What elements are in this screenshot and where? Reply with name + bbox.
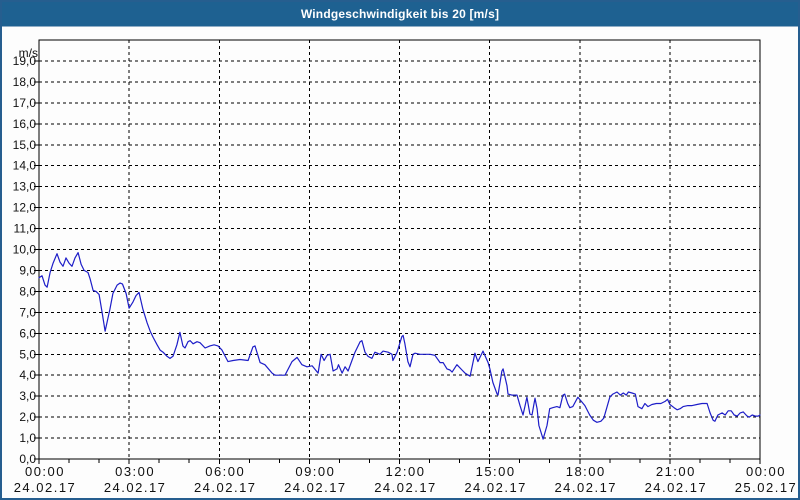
wind-speed-series-line [38, 252, 761, 440]
y-tick-label: 0,0 [19, 452, 36, 466]
x-tick-date-label: 24.02.17 [194, 480, 257, 495]
wind-speed-chart: 0,0 1,0 2,0 3,0 4,0 5,0 6,0 7,0 8,0 9,0 10,0 11,0 12… [13, 39, 798, 495]
x-tick-time-label: 09:00 [295, 464, 335, 479]
chart-title: Windgeschwindigkeit bis 20 [m/s] [300, 7, 500, 21]
y-tick-label: 16,0 [13, 117, 37, 131]
x-tick-date-label: 24.02.17 [104, 480, 167, 495]
x-tick-time-label: 00:00 [25, 464, 65, 479]
x-tick-time-label: 00:00 [746, 464, 786, 479]
x-tick-date-label: 24.02.17 [554, 480, 617, 495]
x-tick-time-label: 03:00 [115, 464, 155, 479]
plot-frame [38, 39, 761, 460]
y-tick-label: 12,0 [13, 201, 37, 215]
x-tick-date-label: 25.02.17 [735, 480, 798, 495]
chart-title-bar: Windgeschwindigkeit bis 20 [m/s] [2, 2, 798, 27]
y-tick-label: 9,0 [19, 263, 36, 277]
x-tick-date-label: 24.02.17 [645, 480, 708, 495]
y-tick-label: 3,0 [19, 389, 36, 403]
x-tick-date-label: 24.02.17 [464, 480, 527, 495]
x-tick-time-label: 21:00 [656, 464, 696, 479]
y-tick-label: 15,0 [13, 138, 37, 152]
y-tick-label: 5,0 [19, 347, 36, 361]
y-tick-label: 6,0 [19, 326, 36, 340]
y-tick-label: 7,0 [19, 305, 36, 319]
y-tick-label: 11,0 [14, 222, 37, 236]
y-tick-label: 8,0 [19, 284, 36, 298]
y-tick-label: 2,0 [19, 410, 36, 424]
y-tick-label: 18,0 [13, 75, 37, 89]
y-tick-label: 10,0 [13, 243, 37, 257]
y-tick-label: 1,0 [19, 431, 36, 445]
x-tick-date-label: 24.02.17 [374, 480, 437, 495]
x-tick-time-label: 18:00 [566, 464, 606, 479]
x-tick-date-label: 24.02.17 [284, 480, 347, 495]
y-tick-label: 19,0 [13, 54, 37, 68]
x-tick-time-label: 15:00 [476, 464, 516, 479]
y-axis-unit-label: m/s [19, 46, 38, 60]
y-tick-label: 13,0 [13, 180, 37, 194]
y-tick-label: 4,0 [19, 368, 36, 382]
x-tick-date-label: 24.02.17 [14, 480, 77, 495]
y-tick-label: 14,0 [13, 159, 37, 173]
x-tick-time-label: 06:00 [205, 464, 245, 479]
x-tick-time-label: 12:00 [385, 464, 425, 479]
y-tick-label: 17,0 [13, 96, 37, 110]
